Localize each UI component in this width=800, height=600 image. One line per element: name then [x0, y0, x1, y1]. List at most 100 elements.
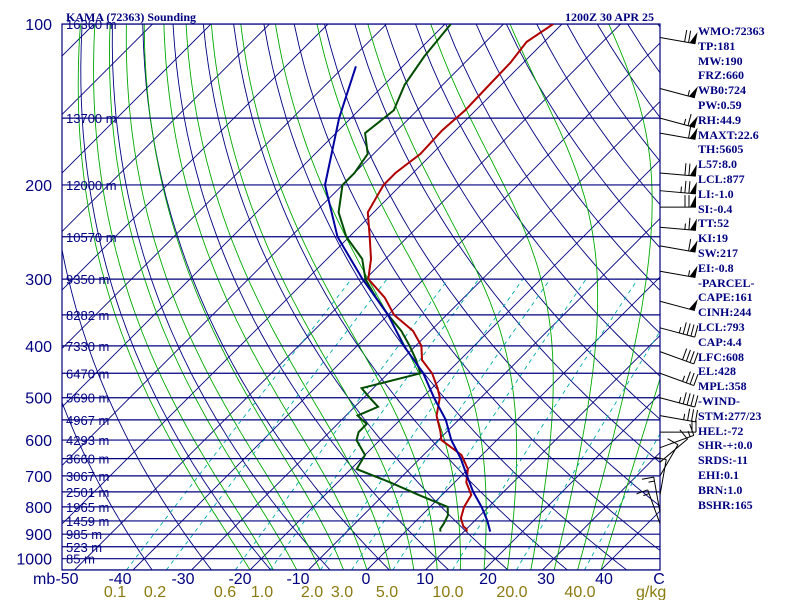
index-item: RH:44.9 — [698, 112, 741, 127]
chart-time: 1200Z 30 APR 25 — [565, 10, 654, 24]
mixing-ratio-line — [516, 330, 660, 570]
dry-adiabat — [202, 24, 509, 570]
pressure-tick-label: 600 — [25, 433, 52, 450]
mixing-ratio-label: 20.0 — [496, 584, 527, 600]
mixing-ratio-line — [392, 278, 587, 570]
wind-barb-feather — [688, 30, 692, 43]
isotherm-line — [62, 24, 446, 408]
index-item: WB0:724 — [698, 83, 746, 98]
wind-barb — [641, 476, 661, 513]
wind-barb-staff — [659, 415, 696, 423]
index-item: TP:181 — [698, 38, 736, 53]
wind-barb-feather — [682, 348, 688, 361]
temperature-profile — [366, 24, 554, 532]
wind-barb-feather — [694, 395, 699, 408]
wind-barb-flag — [688, 115, 698, 128]
index-item: TT:52 — [698, 216, 730, 231]
wind-barb-half-feather — [680, 186, 682, 193]
height-label: 523 m — [66, 540, 102, 555]
dry-adiabat — [596, 24, 660, 119]
moist-adiabat — [125, 24, 321, 570]
wind-barb-flag — [690, 195, 696, 208]
index-item: STM:277/23 — [698, 408, 762, 423]
temperature-tick-label: -50 — [55, 571, 78, 588]
wind-barb-flag — [689, 265, 698, 278]
wind-barb-feather — [688, 217, 691, 230]
wind-barb-staff — [659, 351, 694, 365]
index-item: SHR-+:0.0 — [698, 438, 753, 453]
wind-barb-staff — [653, 477, 661, 513]
wind-barb-half-feather — [682, 375, 686, 382]
height-label: 1459 m — [66, 514, 109, 529]
wind-barb-feather — [654, 456, 667, 460]
wind-barb-feather — [689, 372, 695, 385]
height-label: 16360 m — [66, 17, 117, 32]
moist-adiabat — [240, 24, 438, 570]
wind-barb — [659, 429, 688, 463]
dry-adiabat — [142, 24, 390, 570]
height-label: 8282 m — [66, 308, 109, 323]
index-item: MAXT:22.6 — [698, 127, 759, 142]
mixing-ratio-label: 0.1 — [104, 584, 126, 600]
wind-barb-feather — [679, 429, 688, 440]
wind-barb — [660, 195, 696, 208]
wind-barb — [659, 239, 698, 253]
wind-barb-feather — [689, 351, 695, 363]
wind-barb-staff — [659, 438, 688, 463]
mixing-ratio-label: 0.6 — [214, 584, 236, 600]
wind-barb — [659, 126, 698, 140]
wind-barb-feather — [693, 374, 699, 386]
wind-barbs — [636, 29, 699, 524]
mixing-ratio-label: 40.0 — [564, 584, 595, 600]
wind-barb-flag — [689, 31, 698, 44]
parcel-path — [323, 65, 492, 532]
moist-adiabat — [143, 24, 345, 570]
dry-adiabat — [384, 24, 660, 420]
moist-adiabat — [109, 24, 298, 570]
mixing-ratio-line — [320, 278, 524, 570]
wind-barb-feather — [693, 352, 699, 365]
wind-barb — [659, 29, 698, 45]
sounding-profiles — [323, 24, 554, 532]
mixing-ratio-line — [166, 278, 388, 570]
wind-barb-flag — [689, 164, 697, 177]
temperature-tick-label: 30 — [537, 571, 555, 588]
wind-barb-feather — [667, 438, 679, 446]
dry-adiabat — [62, 401, 153, 570]
wind-barb-feather — [694, 409, 699, 422]
index-item: LI:-1.0 — [698, 186, 734, 201]
wind-barb-flag — [689, 127, 698, 140]
isotherm-line — [600, 510, 660, 570]
isotherm-line — [249, 159, 660, 570]
index-item: TH:5605 — [698, 142, 744, 157]
mixing-ratio-line — [351, 278, 551, 570]
wind-barb-half-feather — [687, 90, 691, 97]
pressure-tick-label: 100 — [25, 17, 52, 34]
wind-barb-flag — [689, 240, 698, 253]
wind-barb-half-feather — [648, 480, 655, 483]
dry-adiabat — [172, 24, 450, 570]
plot-border — [61, 23, 661, 571]
moist-adiabat — [509, 24, 599, 570]
temperature-tick-label: 0 — [362, 571, 371, 588]
wind-barb-feather — [684, 163, 687, 176]
height-label: 3067 m — [66, 469, 109, 484]
index-item: EI:-0.8 — [698, 260, 734, 275]
wind-barb — [654, 456, 667, 496]
wind-barb-half-feather — [678, 396, 682, 404]
pressure-tick-label: 300 — [25, 272, 52, 289]
height-label: 3660 m — [66, 452, 109, 467]
mixing-ratio-label: 2.0 — [301, 584, 323, 600]
wind-barb-staff — [659, 300, 695, 312]
dry-adiabat — [263, 24, 627, 570]
dry-adiabat — [415, 24, 660, 377]
wind-barb — [659, 348, 699, 365]
index-item: MW:190 — [698, 53, 743, 68]
index-item: -PARCEL- — [698, 275, 755, 290]
dry-adiabat — [111, 24, 331, 570]
wind-barb — [659, 408, 699, 423]
wind-barb-half-feather — [643, 493, 650, 497]
index-item: -WIND- — [698, 393, 740, 408]
height-label: 10570 m — [66, 230, 117, 245]
isotherm-line — [483, 393, 660, 570]
